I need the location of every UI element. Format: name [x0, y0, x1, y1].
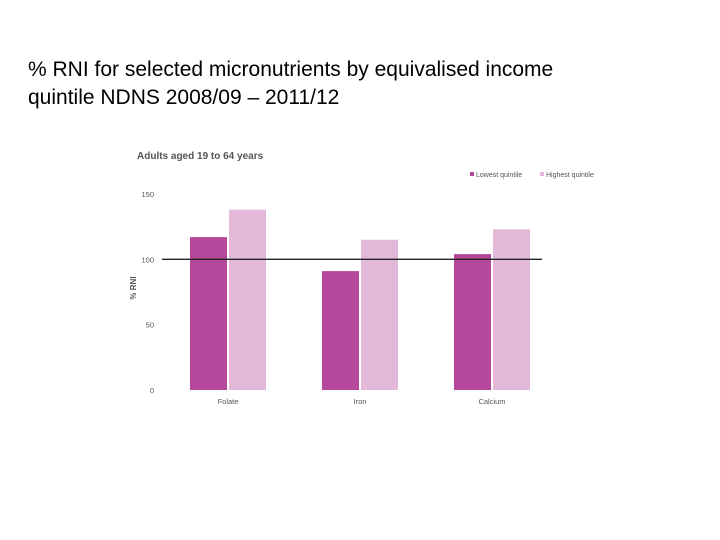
chart-bars — [190, 209, 530, 390]
bar-iron-highest — [361, 239, 398, 390]
legend-label: Lowest quintile — [476, 172, 522, 179]
y-tick-label: 100 — [141, 255, 154, 264]
bar-calcium-lowest — [454, 254, 491, 390]
y-tick-label: 150 — [141, 190, 154, 199]
legend-swatch — [540, 172, 544, 176]
y-tick-label: 0 — [150, 386, 154, 395]
legend-swatch — [470, 172, 474, 176]
y-axis-ticks: 0 50 100 150 — [141, 190, 154, 395]
x-axis-categories: Folate Iron Calcium — [218, 397, 506, 406]
legend-label: Highest quintile — [546, 172, 594, 179]
bar-folate-highest — [229, 209, 266, 390]
bar-calcium-highest — [493, 229, 530, 390]
slide-title: % RNI for selected micronutrients by equ… — [28, 56, 668, 112]
bar-iron-lowest — [322, 271, 359, 390]
y-axis-label: % RNI — [129, 276, 138, 299]
x-category-label: Calcium — [478, 397, 505, 406]
x-category-label: Iron — [354, 397, 367, 406]
y-tick-label: 50 — [146, 321, 154, 330]
bar-folate-lowest — [190, 237, 227, 390]
chart-title: Adults aged 19 to 64 years — [137, 151, 264, 162]
chart-legend: Lowest quintile Highest quintile — [470, 172, 594, 179]
slide-title-line-1: % RNI for selected micronutrients by equ… — [28, 58, 554, 81]
x-category-label: Folate — [218, 397, 239, 406]
slide-title-line-2: quintile NDNS 2008/09 – 2011/12 — [28, 86, 340, 109]
